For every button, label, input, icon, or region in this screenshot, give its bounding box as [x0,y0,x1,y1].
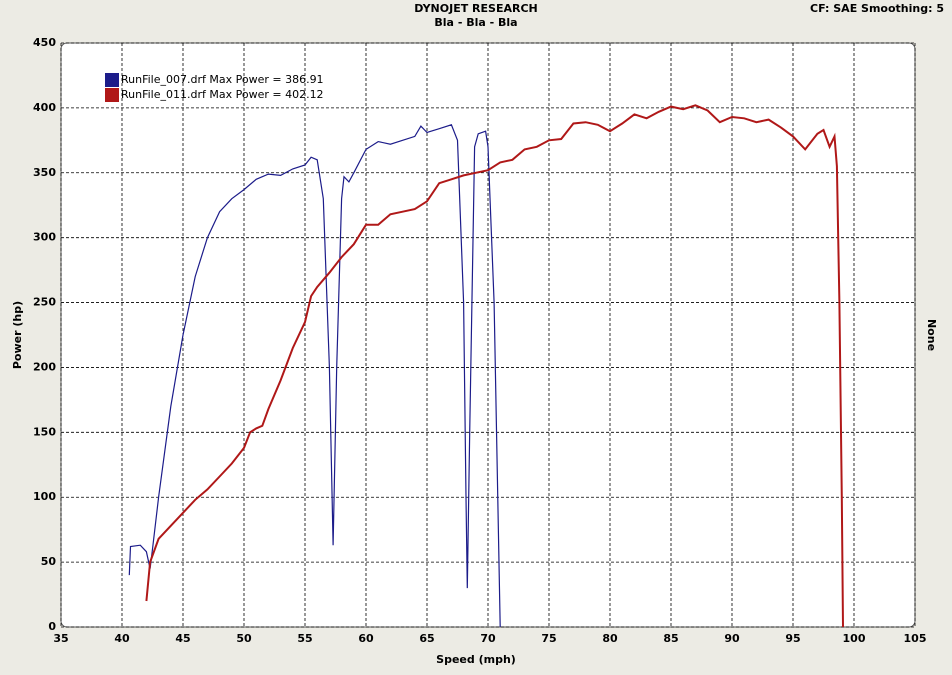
x-tick-label: 55 [297,632,312,645]
x-tick-label: 105 [904,632,927,645]
chart-title: DYNOJET RESEARCH [414,2,537,15]
legend-label: RunFile_007.drf Max Power = 386.91 [121,73,324,86]
y-tick-label: 300 [33,231,56,244]
chart-subtitle: Bla - Bla - Bla [434,16,517,29]
y-tick-label: 400 [33,101,56,114]
y-tick-label: 150 [33,425,56,438]
y-axis-label: Power (hp) [11,301,24,369]
x-tick-label: 70 [480,632,496,645]
x-tick-label: 75 [541,632,556,645]
legend-swatch [105,73,119,87]
series-line [145,104,844,628]
x-tick-label: 95 [785,632,800,645]
right-axis-label: None [925,319,938,351]
y-tick-label: 200 [33,360,56,373]
x-tick-label: 45 [175,632,190,645]
x-tick-label: 90 [724,632,740,645]
x-tick-label: 60 [358,632,374,645]
y-tick-label: 350 [33,166,56,179]
x-tick-label: 40 [114,632,130,645]
corner-note: CF: SAE Smoothing: 5 [810,2,944,15]
x-tick-label: 35 [53,632,68,645]
series-line [128,124,501,628]
legend-swatch [105,88,119,102]
y-tick-label: 250 [33,296,56,309]
x-axis-label: Speed (mph) [436,653,516,666]
x-tick-label: 100 [843,632,866,645]
x-tick-label: 85 [663,632,678,645]
legend-label: RunFile_011.drf Max Power = 402.12 [121,88,324,101]
y-tick-label: 50 [41,555,57,568]
x-tick-label: 80 [602,632,618,645]
y-tick-label: 0 [48,620,56,633]
y-tick-label: 450 [33,36,56,49]
x-tick-label: 65 [419,632,434,645]
x-tick-label: 50 [236,632,252,645]
y-tick-label: 100 [33,490,56,503]
